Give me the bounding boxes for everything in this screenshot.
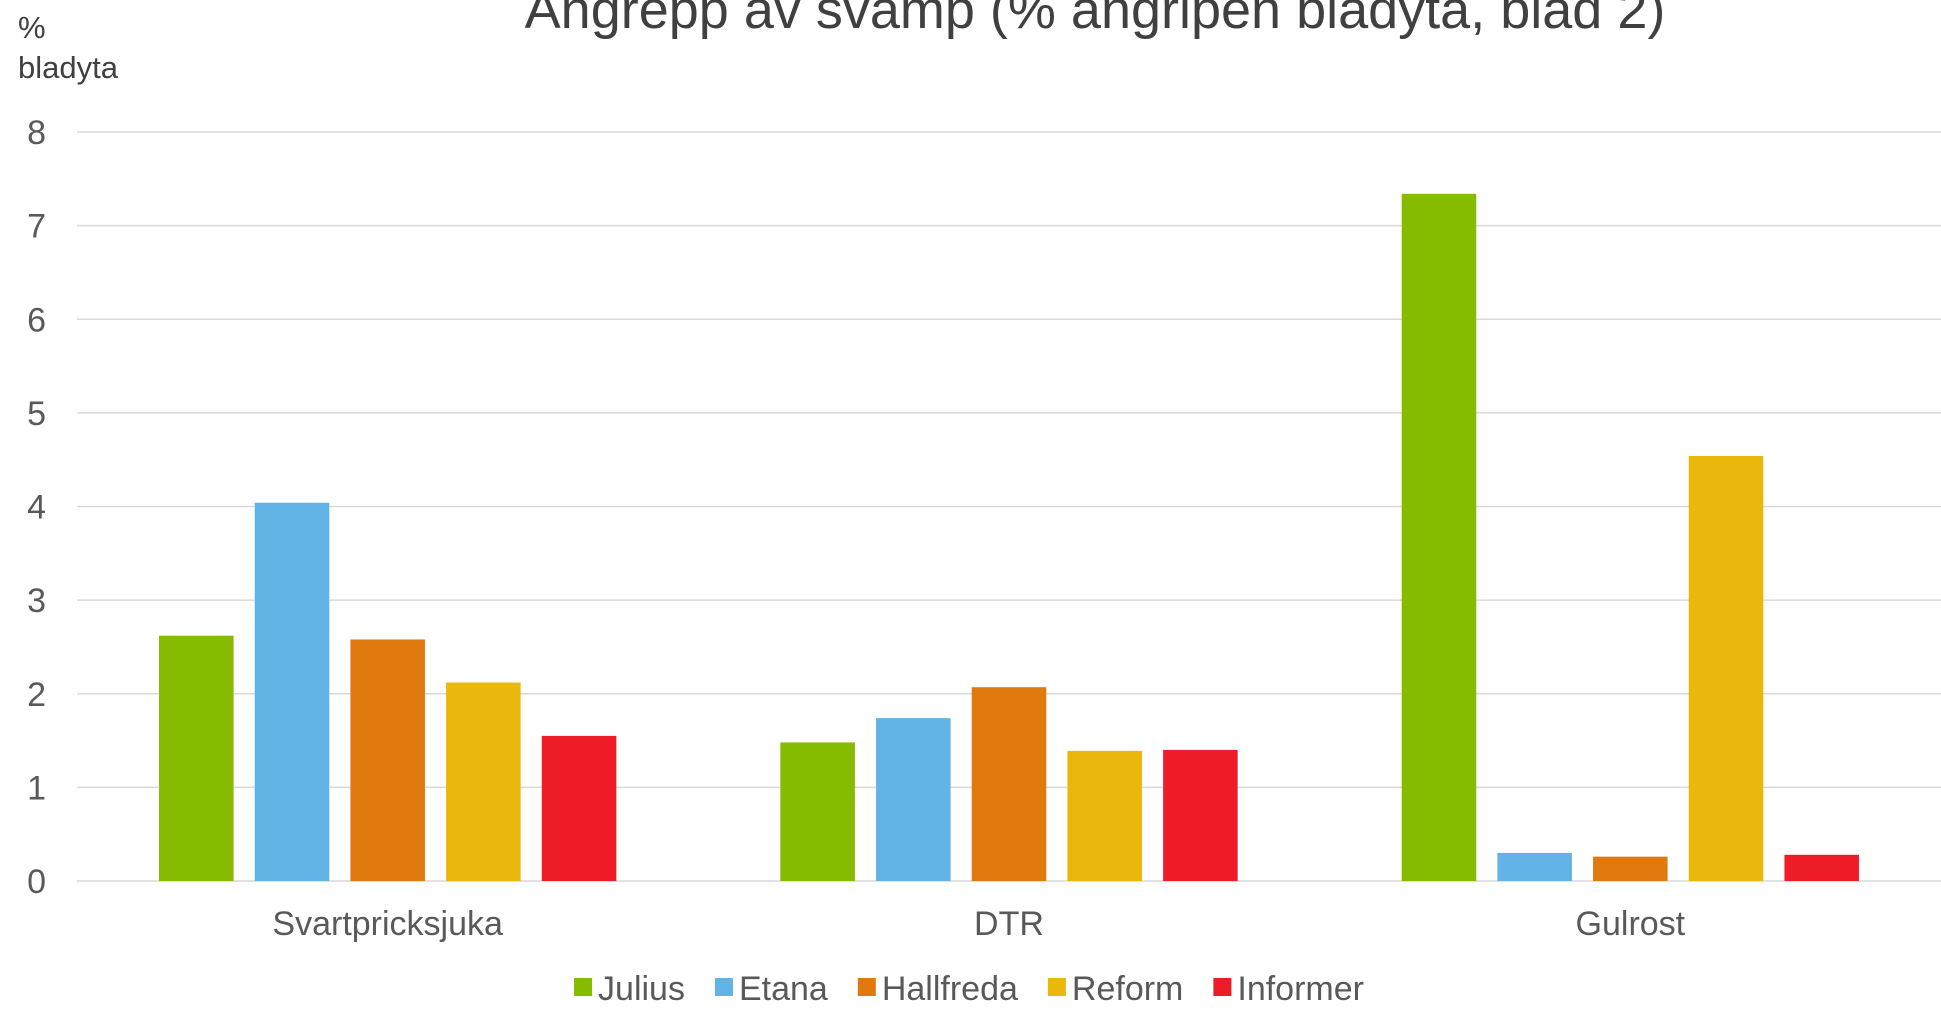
legend-label: Reform xyxy=(1072,970,1183,1008)
bar xyxy=(254,502,330,881)
x-tick-label: Gulrost xyxy=(1576,905,1686,943)
bar xyxy=(1688,455,1764,881)
x-tick-label: Svartpricksjuka xyxy=(272,905,503,943)
legend-label: Hallfreda xyxy=(882,970,1018,1008)
y-tick-label: 2 xyxy=(27,676,46,714)
bar xyxy=(350,639,425,881)
y-axis-label: % bladyta xyxy=(18,10,118,85)
bar xyxy=(1784,854,1859,881)
y-tick-label: 1 xyxy=(27,769,46,807)
legend-swatch xyxy=(714,978,733,996)
bar xyxy=(1401,193,1477,882)
bar xyxy=(159,635,234,881)
legend-label: Julius xyxy=(598,970,685,1008)
y-tick-label: 4 xyxy=(27,489,46,527)
bar xyxy=(1067,750,1142,881)
bar xyxy=(541,735,617,881)
y-tick-label: 8 xyxy=(27,114,46,152)
y-tick-label: 0 xyxy=(27,863,46,901)
bar xyxy=(876,718,951,881)
y-tick-label: 3 xyxy=(27,582,46,620)
bar xyxy=(1163,749,1238,881)
y-tick-label: 6 xyxy=(27,301,46,339)
legend-swatch xyxy=(1213,978,1232,996)
y-tick-label: 5 xyxy=(27,395,46,433)
chart-title: Angrepp av svamp (% angripen bladyta, bl… xyxy=(525,0,1666,40)
y-tick-label: 7 xyxy=(27,208,46,246)
legend-swatch xyxy=(1047,978,1066,996)
bar xyxy=(780,742,855,881)
bar xyxy=(1593,856,1668,881)
legend-label: Informer xyxy=(1237,970,1364,1008)
bar xyxy=(1497,852,1572,881)
legend-swatch xyxy=(574,978,593,996)
bar xyxy=(446,682,521,881)
legend-swatch xyxy=(857,978,876,996)
legend-label: Etana xyxy=(739,970,828,1008)
bar xyxy=(971,687,1047,881)
x-tick-label: DTR xyxy=(974,905,1044,943)
